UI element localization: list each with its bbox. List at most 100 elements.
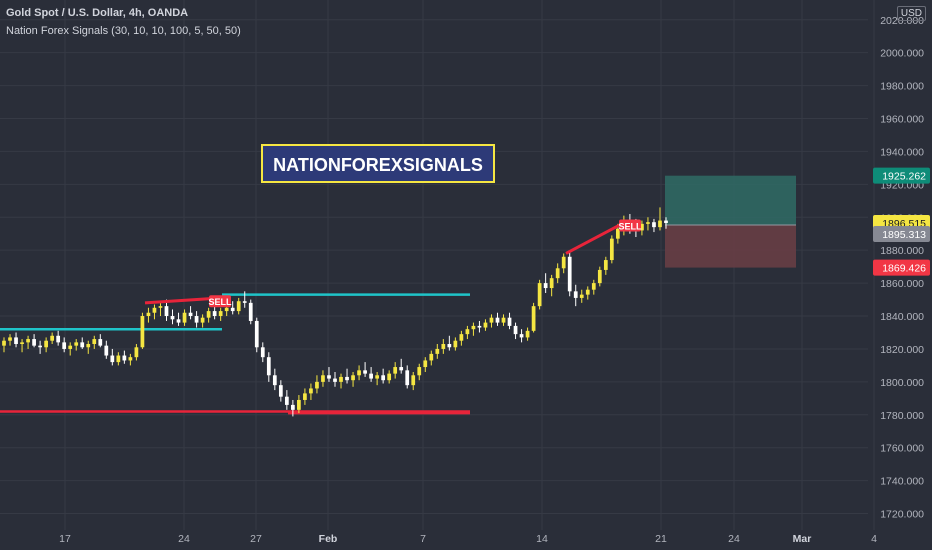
y-tick-label: 1860.000 (880, 278, 924, 290)
candle-body (230, 307, 235, 312)
candle-body (603, 260, 608, 270)
candle-body (549, 278, 554, 289)
candle-body (658, 220, 662, 228)
sell-signal-label: SELL (618, 221, 642, 231)
candle-body (62, 342, 67, 349)
candle-body (525, 330, 530, 338)
candle-body (609, 238, 614, 261)
sell-signal-badge (619, 219, 641, 232)
candle-body (321, 375, 325, 382)
candle-body (116, 355, 121, 363)
watermark-text: NATIONFOREXSIGNALS (273, 155, 483, 175)
candle-body (351, 375, 355, 381)
candle-body (176, 319, 181, 323)
candle-body (441, 344, 446, 349)
candle-body (98, 339, 103, 346)
candle-body (68, 345, 73, 349)
candle-body (531, 306, 536, 331)
candle-body (194, 316, 199, 323)
candle-body (447, 344, 452, 348)
candle-body (471, 325, 476, 330)
candle-body (465, 329, 470, 335)
candle-body (146, 312, 151, 317)
x-tick-label: Mar (793, 533, 812, 545)
candle-body (333, 378, 337, 382)
candle-body (543, 283, 548, 289)
candle-body (8, 337, 12, 341)
candle-body (92, 339, 97, 345)
time-axis[interactable]: 17 24 27 Feb 7 14 21 24 Mar 4 (59, 533, 877, 545)
candle-body (537, 283, 542, 307)
entry-price-label: 1895.313 (882, 229, 926, 241)
candle-body (327, 375, 331, 379)
target-price-label: 1925.262 (882, 171, 926, 183)
candle-body (646, 222, 650, 224)
candle-body (513, 325, 518, 335)
candle-body (128, 357, 133, 361)
x-tick-label: 27 (250, 533, 262, 545)
candle-body (284, 396, 289, 405)
currency-badge[interactable]: USD (896, 6, 926, 21)
candle-body (110, 355, 115, 363)
target-price-badge (873, 167, 930, 184)
y-tick-label: 1980.000 (880, 81, 924, 93)
y-tick-label: 1740.000 (880, 476, 924, 488)
candle-body (50, 335, 55, 341)
candle-body (122, 355, 127, 361)
candle-body (507, 317, 512, 326)
y-tick-label: 1960.000 (880, 114, 924, 126)
candle-body (200, 317, 205, 323)
candle-body (254, 320, 259, 348)
candle-body (477, 325, 482, 328)
x-tick-label: 24 (178, 533, 190, 545)
y-tick-label: 1760.000 (880, 443, 924, 455)
stop-price-badge (873, 259, 930, 276)
candle-body (423, 360, 428, 368)
signals: SELL SELL (208, 219, 642, 308)
position-zones (665, 175, 796, 268)
sell-signal-label: SELL (208, 297, 232, 307)
indicator-title[interactable]: Nation Forex Signals (30, 10, 10, 100, 5… (6, 25, 241, 37)
candle-body (158, 306, 163, 308)
y-tick-label: 1780.000 (880, 410, 924, 422)
candle-body (140, 316, 145, 348)
candle-body (26, 339, 30, 343)
candle-body (170, 316, 175, 320)
watermark-box: NATIONFOREXSIGNALS (261, 144, 495, 183)
y-tick-label: 1720.000 (880, 509, 924, 521)
y-tick-label: 1940.000 (880, 146, 924, 158)
target-zone (665, 175, 796, 225)
grid-lines (0, 0, 875, 530)
candle-body (501, 317, 506, 323)
price-axis[interactable]: 2020.0002000.0001980.0001960.0001940.000… (880, 15, 924, 521)
candle-body (315, 381, 319, 389)
candle-body (309, 388, 313, 394)
x-tick-label: 17 (59, 533, 71, 545)
candle-body (182, 312, 187, 323)
candle-body (573, 291, 578, 298)
candle-body (297, 399, 301, 410)
y-tick-label: 1840.000 (880, 311, 924, 323)
symbol-title[interactable]: Gold Spot / U.S. Dollar, 4h, OANDA (6, 7, 189, 19)
sell-signal-badge (209, 295, 231, 308)
y-tick-label: 1820.000 (880, 344, 924, 356)
candle-body (56, 335, 61, 343)
candle-body (453, 340, 458, 348)
x-tick-label: 7 (420, 533, 426, 545)
candle-body (381, 375, 386, 381)
candle-body (32, 339, 36, 346)
trend-line (565, 222, 623, 255)
candle-body (652, 222, 656, 228)
candle-body (567, 256, 572, 292)
candle-body (224, 307, 229, 312)
candle-body (459, 334, 464, 341)
x-tick-label: 14 (536, 533, 548, 545)
y-tick-label: 1800.000 (880, 377, 924, 389)
candle-body (483, 322, 488, 328)
candle-body (640, 223, 644, 231)
candle-body (134, 347, 139, 358)
candle-body (339, 376, 343, 382)
candle-body (345, 376, 349, 381)
